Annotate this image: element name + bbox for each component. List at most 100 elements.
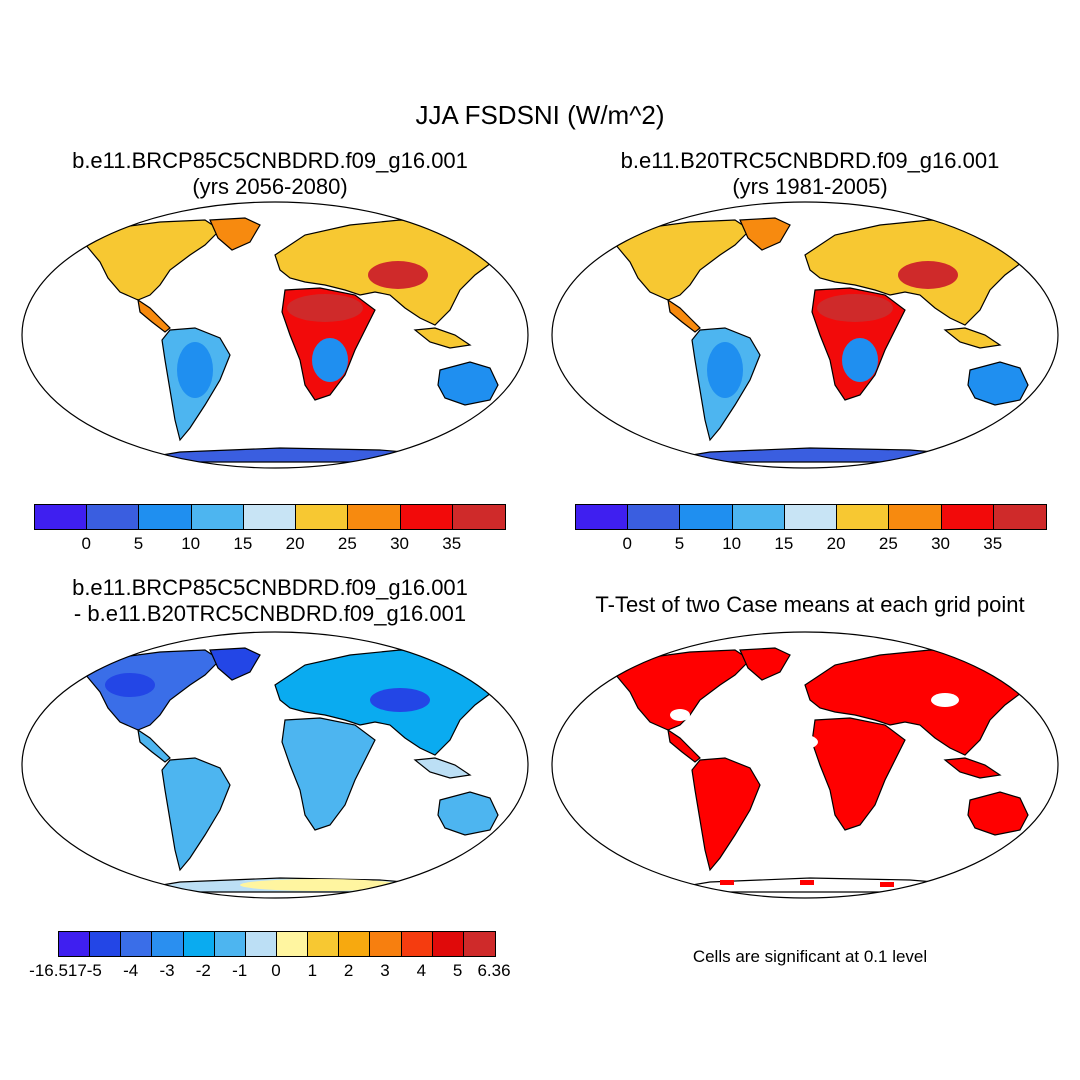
significant-cell-antarctica: [800, 880, 814, 885]
insignificant-region: [931, 693, 959, 707]
hotspot-asia: [898, 261, 958, 289]
colorbar-swatch: [276, 932, 309, 956]
figure-title: JJA FSDSNI (W/m^2): [415, 100, 665, 130]
colorbar-swatch: [463, 932, 495, 956]
colorbar-tick-label: 5: [674, 534, 685, 553]
colorbar-tick-label: -4: [123, 961, 139, 980]
map-future-climatology: [21, 201, 529, 469]
colorbar-tick-label: 0: [622, 534, 632, 553]
colorbar-swatch: [628, 505, 681, 529]
significant-cell-antarctica: [720, 880, 734, 885]
colorbar-swatch: [152, 932, 184, 956]
landmass-africa: [281, 717, 376, 831]
hotspot-sahara: [287, 294, 363, 322]
landmass-africa: [811, 717, 906, 831]
colorbar-tick-label: -3: [159, 961, 175, 980]
colorbar-swatch: [35, 505, 88, 529]
colorbar-tick-label: 20: [826, 534, 846, 553]
panel-title-bottom-left-line2: - b.e11.B20TRC5CNBDRD.f09_g16.001: [73, 601, 467, 626]
panel-title-top-left-line2: (yrs 2056-2080): [192, 174, 348, 199]
colorbar-swatch: [941, 505, 994, 529]
landmass-centralAmerica: [667, 298, 701, 333]
colorbar-tick-label: -5: [86, 961, 102, 980]
insignificant-region: [670, 709, 690, 721]
landmass-indonesia: [413, 757, 472, 779]
landmass-indonesia: [943, 757, 1002, 779]
landmass-australia: [967, 361, 1029, 406]
colorbar-tick-label: 15: [774, 534, 794, 553]
landmass-northAmerica: [608, 219, 751, 301]
panel-title-bottom-left-line1: b.e11.BRCP85C5CNBDRD.f09_g16.001: [72, 575, 468, 600]
colorbar-tick-label: 10: [722, 534, 742, 553]
colorbar-tick-label: 1: [307, 961, 318, 980]
colorbar-swatch: [432, 932, 464, 956]
panel-title-top-right: b.e11.B20TRC5CNBDRD.f09_g16.001 (yrs 198…: [560, 148, 1060, 200]
landmass-greenland: [209, 647, 261, 681]
colorbar-tick-label: 4: [416, 961, 427, 980]
colorbar-swatch: [401, 932, 433, 956]
colorbar-swatch: [183, 932, 215, 956]
panel-title-top-right-line1: b.e11.B20TRC5CNBDRD.f09_g16.001: [620, 148, 1000, 173]
colorbar-swatch: [680, 505, 733, 529]
map-border: [551, 201, 1059, 469]
colorbar-tick-label: 30: [390, 534, 410, 553]
colorbar-tick-label: 0: [81, 534, 91, 553]
landmass-indonesia: [413, 327, 472, 349]
colorbar-swatch: [889, 505, 942, 529]
colorbar-tick-label: 25: [878, 534, 898, 553]
colorbar-tick-label: 35: [442, 534, 462, 553]
cool-region-africa: [842, 338, 878, 382]
map-border: [21, 631, 529, 899]
landmass-greenland: [739, 647, 791, 681]
landmass-northAmerica: [608, 649, 751, 731]
colorbar-tick-label: -2: [195, 961, 211, 980]
colorbar-swatch: [732, 505, 785, 529]
panel-title-top-right-line2: (yrs 1981-2005): [732, 174, 888, 199]
colorbar-tick-label: 30: [931, 534, 951, 553]
colorbar-swatch: [339, 932, 371, 956]
colorbar-tick-label: 35: [983, 534, 1003, 553]
landmass-indonesia: [943, 327, 1002, 349]
insignificant-region: [782, 734, 818, 750]
colorbar-swatch: [348, 505, 401, 529]
landmass-northAmerica: [78, 219, 221, 301]
colorbar-swatch: [400, 505, 453, 529]
colorbar-tick-label: 5: [133, 534, 144, 553]
colorbar-historical: [575, 504, 1047, 530]
colorbar-tick-label: 10: [181, 534, 201, 553]
significance-note: Cells are significant at 0.1 level: [692, 947, 928, 966]
landmass-greenland: [739, 217, 791, 251]
hotspot-asia: [368, 261, 428, 289]
colorbar-swatch: [191, 505, 244, 529]
colorbar-tick-label: -16.517: [29, 961, 87, 980]
colorbar-swatch: [139, 505, 192, 529]
colorbar-swatch: [87, 505, 140, 529]
map-difference: [21, 631, 529, 899]
map-border: [21, 201, 529, 469]
landmass-centralAmerica: [137, 728, 171, 763]
colorbar-tick-label: 5: [452, 961, 463, 980]
colorbar-difference: [58, 931, 496, 957]
colorbar-swatch: [308, 932, 340, 956]
landmass-southAmerica: [161, 757, 231, 872]
colorbar-tick-label: 20: [285, 534, 305, 553]
landmass-centralAmerica: [667, 728, 701, 763]
positive-anomaly-antarctica: [240, 879, 400, 891]
colorbar-tick-label: 6.36: [477, 961, 511, 980]
panel-title-top-left-line1: b.e11.BRCP85C5CNBDRD.f09_g16.001: [72, 148, 468, 173]
colorbar-swatch: [993, 505, 1046, 529]
landmass-australia: [437, 791, 499, 836]
panel-title-top-left: b.e11.BRCP85C5CNBDRD.f09_g16.001 (yrs 20…: [20, 148, 520, 200]
panel-title-bottom-right: T-Test of two Case means at each grid po…: [595, 592, 1025, 617]
cool-region-africa: [312, 338, 348, 382]
landmass-centralAmerica: [137, 298, 171, 333]
colorbar-swatch: [90, 932, 122, 956]
colorbar-historical-labels: 0 5 10 15 20 25 30 35: [575, 534, 1045, 558]
colorbar-swatch: [784, 505, 838, 529]
colorbar-tick-label: 25: [337, 534, 357, 553]
colorbar-tick-label: -1: [232, 961, 248, 980]
significant-cell-antarctica: [660, 885, 674, 890]
colorbar-tick-label: 0: [271, 961, 281, 980]
hotspot-sahara: [817, 294, 893, 322]
colorbar-swatch: [245, 932, 277, 956]
